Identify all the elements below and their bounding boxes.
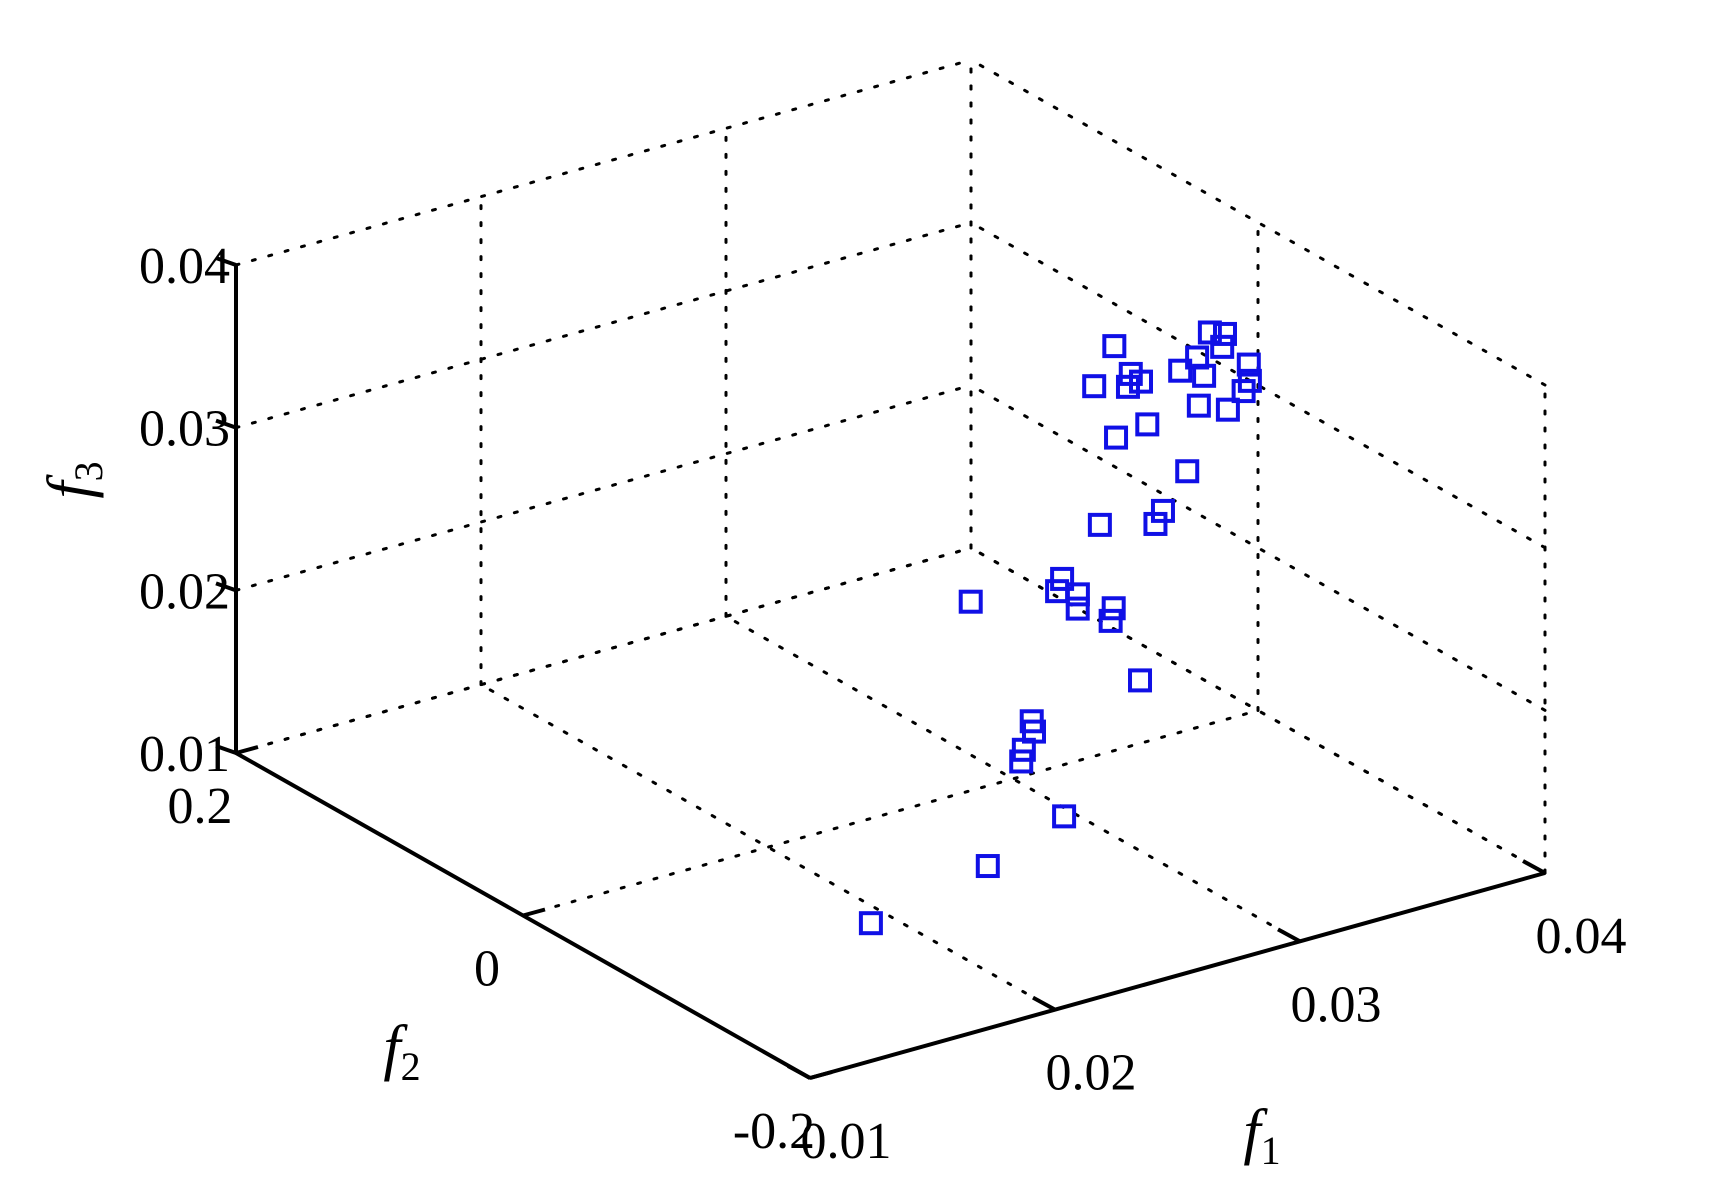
data-point <box>1186 393 1211 418</box>
data-point <box>1115 374 1140 399</box>
data-point <box>1143 511 1168 536</box>
y-tick-mark <box>235 745 259 755</box>
grid-line <box>521 709 1260 917</box>
z-axis-label: f3 <box>36 461 111 498</box>
data-point <box>958 589 983 614</box>
data-point <box>1098 608 1123 633</box>
data-point <box>1215 397 1240 422</box>
data-point <box>1050 566 1075 591</box>
x-axis-label-sub: 1 <box>1261 1128 1281 1173</box>
y-tick-mark <box>522 907 546 918</box>
x-tick-mark <box>787 1064 811 1080</box>
x-tick-mark <box>1032 995 1056 1012</box>
data-point <box>1101 596 1126 621</box>
grid-line <box>234 221 973 430</box>
data-point <box>1168 358 1193 383</box>
axes <box>215 256 1546 1080</box>
y-tick-label: 0 <box>474 941 500 998</box>
data-point <box>975 854 1000 879</box>
data-point <box>1150 498 1175 523</box>
data-point <box>1065 582 1090 607</box>
x-tick-label: 0.03 <box>1291 976 1382 1033</box>
x-tick-mark <box>1522 859 1546 875</box>
x-axis-label: f1 <box>1243 1098 1280 1173</box>
z-tick-mark <box>215 418 237 430</box>
x-tick-label: 0.02 <box>1046 1045 1137 1102</box>
data-point <box>1175 459 1200 484</box>
grid-line <box>234 383 973 592</box>
data-point <box>1210 334 1235 359</box>
data-point <box>1135 412 1160 437</box>
data-point <box>1128 369 1153 394</box>
z-tick-label: 0.03 <box>139 401 230 458</box>
y-axis-label-sub: 2 <box>401 1044 421 1089</box>
data-point <box>1237 368 1262 393</box>
data-point <box>1052 804 1077 829</box>
data-point <box>1236 352 1261 377</box>
data-points <box>858 320 1262 936</box>
data-point <box>1128 668 1153 693</box>
data-point <box>1104 425 1129 450</box>
data-point <box>1212 321 1237 346</box>
y-tick-mark <box>809 1070 833 1080</box>
z-tick-mark <box>215 256 237 267</box>
grid-lines <box>234 58 1547 1080</box>
x-tick-mark <box>1277 927 1301 944</box>
z-tick-mark <box>215 581 237 593</box>
data-point <box>1082 374 1107 399</box>
y-tick-label: 0.2 <box>168 778 233 835</box>
x-tick-label: 0.04 <box>1536 908 1627 965</box>
y-tick-label: -0.2 <box>733 1103 815 1160</box>
z-tick-label: 0.02 <box>139 563 230 620</box>
z-tick-mark <box>215 744 237 755</box>
tick-labels: 0.010.020.030.04-0.200.20.010.020.030.04 <box>139 238 1627 1170</box>
z-tick-label: 0.01 <box>139 726 230 783</box>
data-point <box>1019 709 1044 734</box>
data-point <box>1045 579 1070 604</box>
y-axis-label: f2 <box>383 1014 420 1089</box>
data-point <box>1185 345 1210 370</box>
x-axis-line <box>809 871 1546 1080</box>
data-point <box>1102 334 1127 359</box>
x-tick-label: 0.01 <box>801 1113 892 1170</box>
z-axis-label-sub: 3 <box>66 461 111 481</box>
data-point <box>1065 596 1090 621</box>
z-tick-label: 0.04 <box>139 238 230 295</box>
grid-line <box>234 546 973 755</box>
data-point <box>1087 512 1112 537</box>
data-point <box>858 911 883 936</box>
data-point <box>1197 320 1222 345</box>
grid-line <box>234 58 973 267</box>
